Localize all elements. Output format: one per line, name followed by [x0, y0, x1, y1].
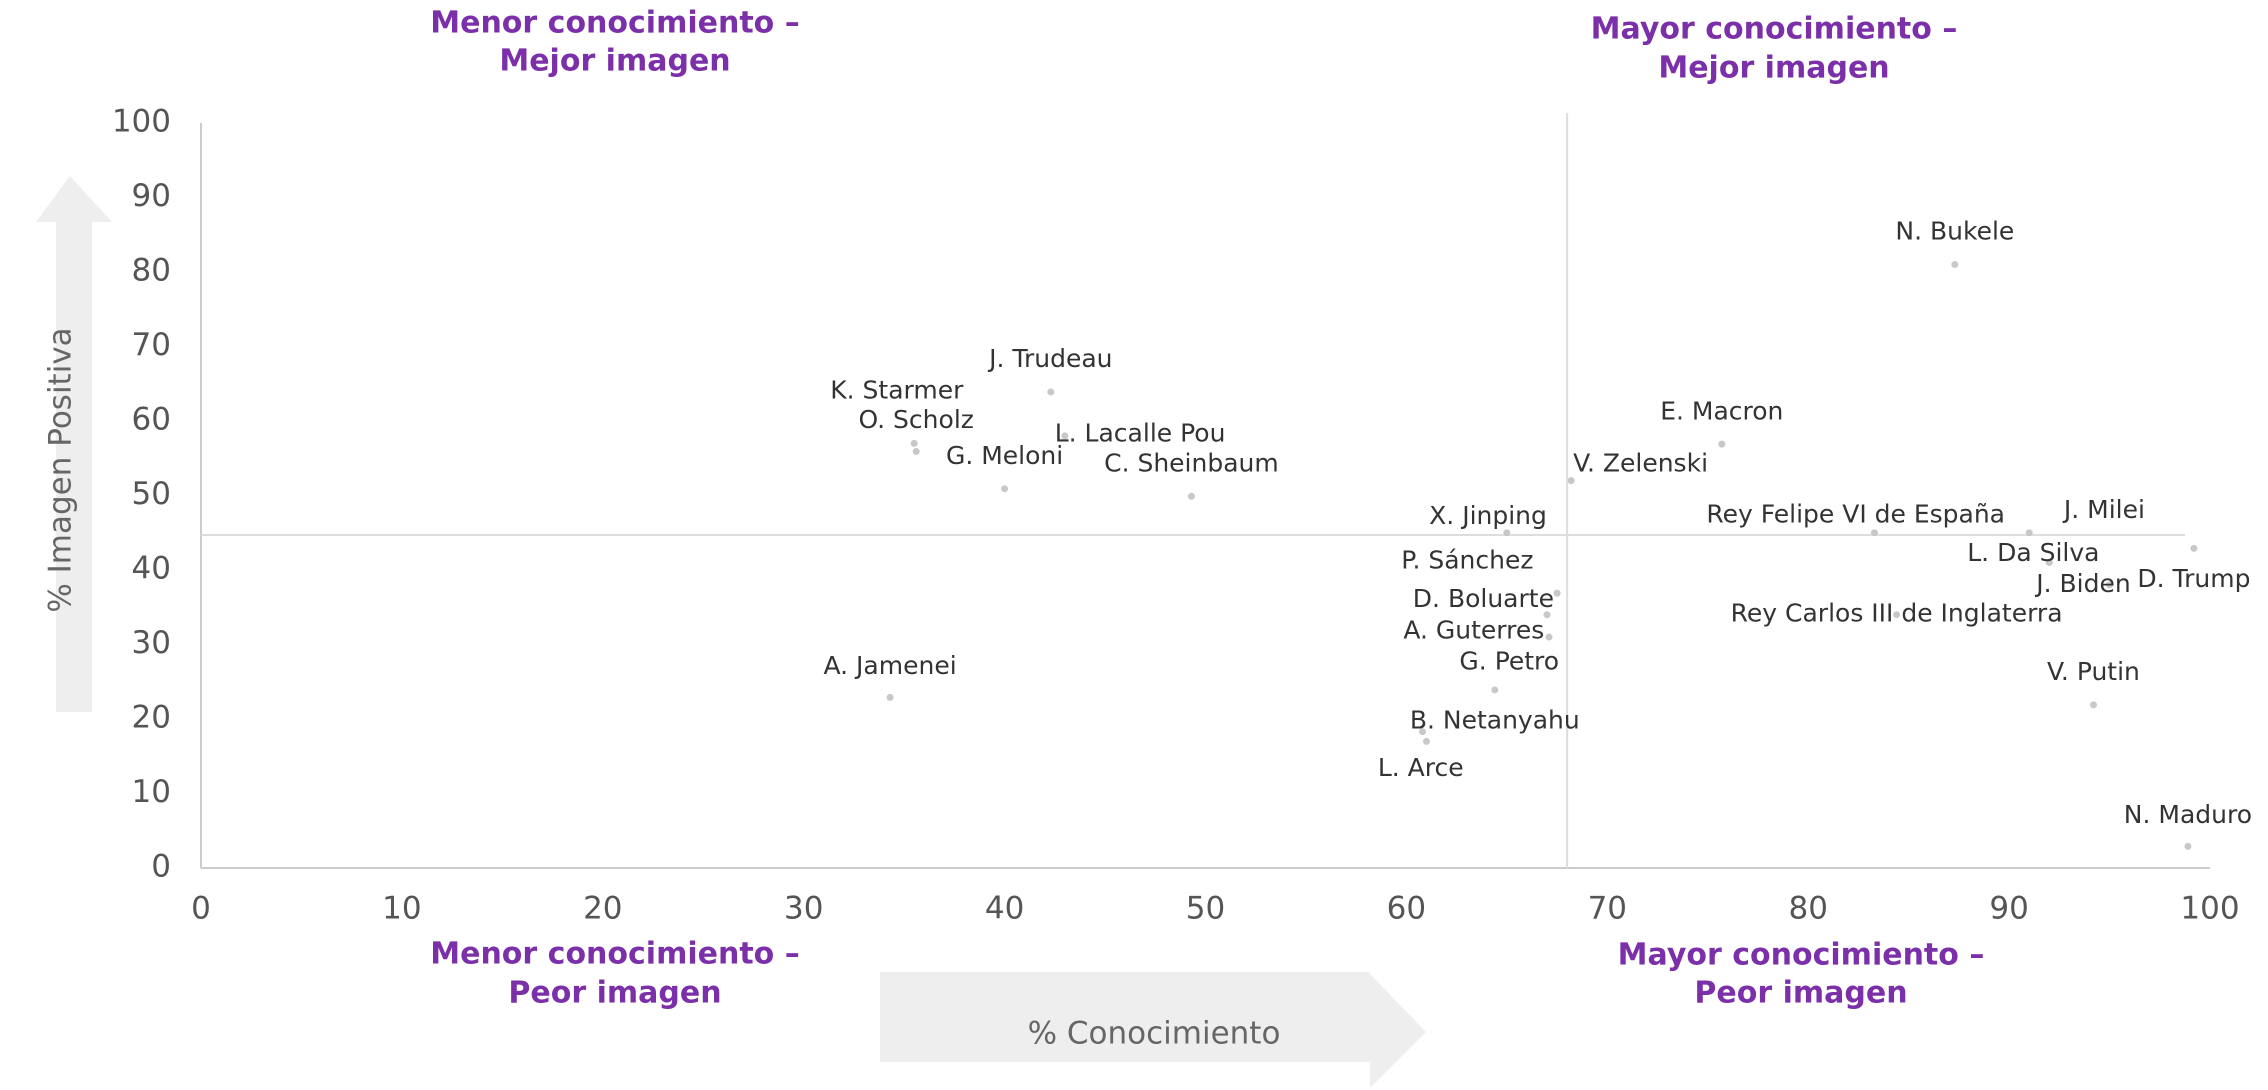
y-tick-label: 30	[132, 625, 171, 661]
point-label: A. Guterres	[1403, 615, 1544, 644]
point-label: B. Netanyahu	[1410, 706, 1580, 735]
point	[886, 693, 894, 701]
y-tick-label: 0	[151, 849, 171, 885]
point	[1061, 432, 1069, 440]
x-tick-label: 70	[1588, 891, 1627, 927]
point	[2190, 544, 2198, 552]
point	[1543, 611, 1551, 619]
x-tick-label: 100	[2180, 891, 2239, 927]
point-label: O. Scholz	[859, 405, 974, 434]
point	[2025, 529, 2033, 537]
quadrant-label: Menor conocimiento –	[430, 937, 799, 972]
y-axis-title: % Imagen Positiva	[43, 327, 79, 612]
point	[2106, 581, 2114, 589]
y-tick-label: 20	[132, 700, 171, 736]
point	[2089, 701, 2097, 709]
x-tick-label: 30	[784, 891, 823, 927]
x-tick-label: 0	[191, 891, 211, 927]
point-label: N. Bukele	[1895, 217, 2014, 246]
x-axis-title: % Conocimiento	[1028, 1016, 1281, 1052]
point-label: Rey Felipe VI de España	[1706, 499, 2005, 528]
quadrant-label: Peor imagen	[1694, 976, 1907, 1011]
point-label: L. Arce	[1378, 753, 1464, 782]
point-label: J. Trudeau	[987, 344, 1112, 373]
quadrant-label: Menor conocimiento –	[430, 6, 799, 41]
x-tick-label: 50	[1186, 891, 1225, 927]
point-label: J. Milei	[2062, 495, 2145, 524]
y-tick-label: 70	[132, 327, 171, 363]
point	[1893, 611, 1901, 619]
point-label: G. Meloni	[946, 441, 1063, 470]
point	[1870, 529, 1878, 537]
point	[2045, 559, 2053, 567]
point	[1422, 737, 1430, 745]
point-label: Rey Carlos III de Inglaterra	[1731, 599, 2063, 628]
x-tick-label: 40	[985, 891, 1024, 927]
y-tick-label: 40	[132, 551, 171, 587]
point	[1047, 388, 1055, 396]
point-label: V. Putin	[2047, 657, 2140, 686]
quadrant-label: Mayor conocimiento –	[1591, 12, 1958, 47]
point	[1503, 529, 1511, 537]
point-label: X. Jinping	[1429, 501, 1547, 530]
y-axis-arrow	[36, 176, 112, 712]
point-label: P. Sánchez	[1401, 545, 1533, 574]
point	[1187, 492, 1195, 500]
quadrant-label: Mayor conocimiento –	[1618, 938, 1985, 973]
quadrant-label: Mejor imagen	[499, 44, 730, 79]
x-tick-label: 90	[1989, 891, 2028, 927]
point	[910, 439, 918, 447]
point	[1418, 728, 1426, 736]
point-label: E. Macron	[1660, 396, 1783, 425]
point-label: N. Maduro	[2124, 800, 2252, 829]
y-tick-label: 90	[132, 178, 171, 214]
y-tick-label: 80	[132, 253, 171, 289]
point-label: C. Sheinbaum	[1104, 448, 1279, 477]
point-label: G. Petro	[1459, 646, 1559, 675]
point-label: J. Biden	[2034, 569, 2130, 598]
point	[2184, 842, 2192, 850]
x-tick-label: 80	[1788, 891, 1827, 927]
quadrant-label: Mejor imagen	[1658, 51, 1889, 86]
y-tick-label: 60	[132, 402, 171, 438]
x-axis-arrow	[880, 972, 1426, 1088]
point-label: A. Jamenei	[824, 651, 957, 680]
y-tick-label: 10	[132, 774, 171, 810]
point	[1491, 686, 1499, 694]
point-label: V. Zelenski	[1573, 449, 1708, 478]
x-tick-label: 20	[583, 891, 622, 927]
x-tick-label: 10	[382, 891, 421, 927]
point	[1553, 589, 1561, 597]
point	[1001, 485, 1009, 493]
y-tick-label: 50	[132, 476, 171, 512]
point-label: K. Starmer	[830, 375, 964, 404]
point	[1567, 477, 1575, 485]
point	[1951, 261, 1959, 269]
y-tick-label: 100	[112, 104, 171, 140]
point-label: L. Lacalle Pou	[1055, 418, 1226, 447]
point-label: D. Trump	[2137, 564, 2250, 593]
x-tick-label: 60	[1387, 891, 1426, 927]
point	[912, 448, 920, 456]
point	[1718, 440, 1726, 448]
point	[1545, 633, 1553, 641]
point-label: L. Da Silva	[1967, 538, 2099, 567]
quadrant-label: Peor imagen	[508, 976, 721, 1011]
point-label: D. Boluarte	[1413, 584, 1554, 613]
